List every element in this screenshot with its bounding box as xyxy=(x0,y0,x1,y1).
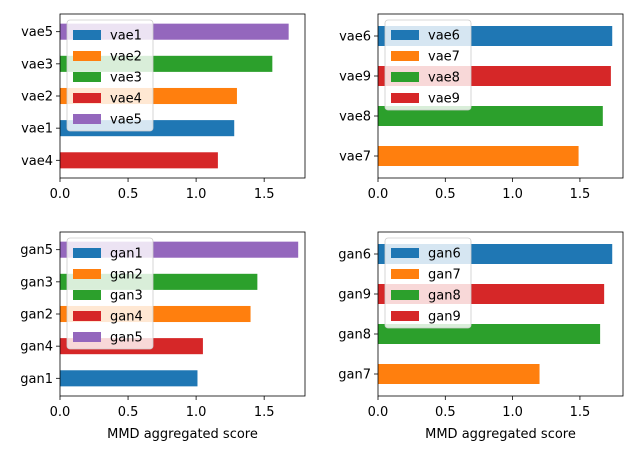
legend-swatch-gan2 xyxy=(73,269,101,279)
chart-panel-1: vae4 vae1 vae2 vae3 vae5 0.0 0.5 1.0 1.5 vae1 vae2… xyxy=(21,13,306,202)
x-tick-label: 1.0 xyxy=(502,187,523,202)
y-tick-label-vae2: vae2 xyxy=(21,90,53,105)
legend-swatch-vae6 xyxy=(391,30,419,40)
legend-label-vae7: vae7 xyxy=(428,50,460,65)
y-tick-label-gan4: gan4 xyxy=(20,340,53,355)
y-tick-label-vae3: vae3 xyxy=(21,57,53,72)
x-tick-label: 1.5 xyxy=(254,405,275,420)
legend-label-vae3: vae3 xyxy=(110,71,142,86)
x-tick-label: 0.0 xyxy=(50,405,71,420)
chart-panel-2: vae7 vae8 vae9 vae6 0.0 0.5 1.0 1.5 vae6 vae7 vae8… xyxy=(339,13,624,202)
legend-swatch-vae2 xyxy=(73,51,101,61)
legend-label-gan8: gan8 xyxy=(428,289,461,304)
x-tick-label: 0.5 xyxy=(435,405,456,420)
bar-vae4 xyxy=(60,152,218,169)
y-tick-label-vae1: vae1 xyxy=(21,122,53,137)
y-tick-label-vae5: vae5 xyxy=(21,25,53,40)
legend: vae1 vae2 vae3 vae4 vae5 xyxy=(66,19,154,132)
bar-vae8 xyxy=(378,106,603,126)
legend: gan1 gan2 gan3 gan4 gan5 xyxy=(66,237,154,350)
y-tick-label-gan9: gan9 xyxy=(338,288,371,303)
y-tick-label-vae6: vae6 xyxy=(339,30,371,45)
legend-swatch-gan7 xyxy=(391,269,419,279)
legend-label-gan6: gan6 xyxy=(428,247,461,262)
legend-swatch-gan1 xyxy=(73,248,101,258)
legend-swatch-gan9 xyxy=(391,311,419,321)
legend-label-vae5: vae5 xyxy=(110,113,142,128)
legend-swatch-gan4 xyxy=(73,311,101,321)
x-axis-label: MMD aggregated score xyxy=(107,427,258,442)
legend-label-vae4: vae4 xyxy=(110,92,142,107)
legend-swatch-vae7 xyxy=(391,51,419,61)
x-tick-label: 1.5 xyxy=(570,405,591,420)
y-tick-label-gan6: gan6 xyxy=(338,248,371,263)
legend-label-vae8: vae8 xyxy=(428,71,460,86)
legend-label-vae9: vae9 xyxy=(428,92,460,107)
x-tick-label: 0.0 xyxy=(368,405,389,420)
y-tick-label-vae9: vae9 xyxy=(339,70,371,85)
y-tick-label-gan3: gan3 xyxy=(20,275,53,290)
legend-swatch-vae4 xyxy=(73,93,101,103)
legend-label-gan9: gan9 xyxy=(428,310,461,325)
legend-swatch-gan6 xyxy=(391,248,419,258)
x-tick-label: 1.0 xyxy=(186,405,207,420)
y-tick-label-gan8: gan8 xyxy=(338,328,371,343)
y-tick-label-gan2: gan2 xyxy=(20,308,53,323)
y-tick-label-vae4: vae4 xyxy=(21,154,53,169)
legend-swatch-vae1 xyxy=(73,30,101,40)
x-tick-label: 1.5 xyxy=(570,187,591,202)
bar-vae7 xyxy=(378,146,579,166)
legend-label-gan3: gan3 xyxy=(110,289,143,304)
legend-label-gan2: gan2 xyxy=(110,268,143,283)
bar-gan1 xyxy=(60,370,198,387)
legend-label-vae1: vae1 xyxy=(110,29,142,44)
legend-label-gan4: gan4 xyxy=(110,310,143,325)
axes-frame xyxy=(59,13,306,179)
legend-box xyxy=(66,19,154,132)
legend-label-vae6: vae6 xyxy=(428,29,460,44)
legend-label-gan5: gan5 xyxy=(110,331,143,346)
x-tick-label: 1.5 xyxy=(254,187,275,202)
bar-gan8 xyxy=(378,324,601,344)
legend-swatch-vae3 xyxy=(73,72,101,82)
legend-box xyxy=(66,237,154,350)
x-tick-label: 0.5 xyxy=(118,187,139,202)
y-tick-label-vae7: vae7 xyxy=(339,150,371,165)
legend-swatch-vae9 xyxy=(391,93,419,103)
legend-swatch-vae8 xyxy=(391,72,419,82)
chart-panel-4: gan7 gan8 gan9 gan6 0.0 0.5 1.0 1.5 MMD aggregat… xyxy=(338,231,624,442)
legend-swatch-gan8 xyxy=(391,290,419,300)
axes-frame xyxy=(59,231,306,397)
axes-frame xyxy=(377,231,624,397)
y-tick-label-gan7: gan7 xyxy=(338,368,371,383)
legend: vae6 vae7 vae8 vae9 xyxy=(384,19,472,111)
legend-swatch-gan5 xyxy=(73,332,101,342)
bar-gan7 xyxy=(378,364,540,384)
y-tick-label-vae8: vae8 xyxy=(339,110,371,125)
legend-swatch-vae5 xyxy=(73,114,101,124)
chart-panel-3: gan1 gan4 gan2 gan3 gan5 0.0 0.5 1.0 1.5 MMD aggr… xyxy=(20,231,306,442)
x-axis-label: MMD aggregated score xyxy=(425,427,576,442)
x-tick-label: 0.5 xyxy=(435,187,456,202)
y-tick-label-gan5: gan5 xyxy=(20,243,53,258)
axes-frame xyxy=(377,13,624,179)
legend-box xyxy=(384,237,472,329)
x-tick-label: 1.0 xyxy=(502,405,523,420)
legend-box xyxy=(384,19,472,111)
x-tick-label: 0.0 xyxy=(368,187,389,202)
x-tick-label: 1.0 xyxy=(186,187,207,202)
legend: gan6 gan7 gan8 gan9 xyxy=(384,237,472,329)
legend-swatch-gan3 xyxy=(73,290,101,300)
x-tick-label: 0.5 xyxy=(118,405,139,420)
x-tick-label: 0.0 xyxy=(50,187,71,202)
legend-label-vae2: vae2 xyxy=(110,50,142,65)
legend-label-gan7: gan7 xyxy=(428,268,461,283)
legend-label-gan1: gan1 xyxy=(110,247,143,262)
y-tick-label-gan1: gan1 xyxy=(20,372,53,387)
